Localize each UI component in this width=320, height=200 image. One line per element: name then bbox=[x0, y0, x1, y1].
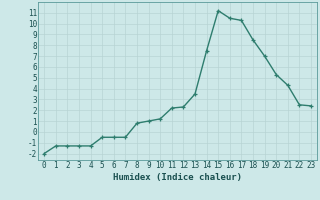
X-axis label: Humidex (Indice chaleur): Humidex (Indice chaleur) bbox=[113, 173, 242, 182]
